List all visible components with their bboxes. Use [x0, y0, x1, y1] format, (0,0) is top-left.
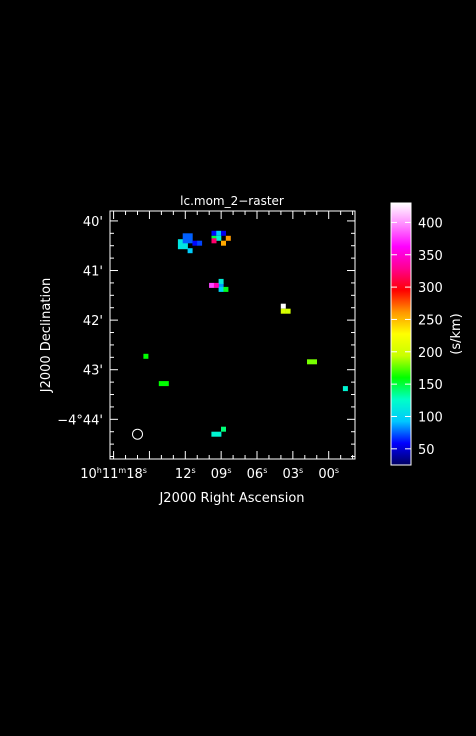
- colorbar-tick-label: 150: [418, 378, 443, 393]
- data-pixel: [177, 239, 188, 250]
- x-tick-label: 00s: [318, 466, 339, 482]
- y-tick-label: 41': [83, 265, 103, 280]
- x-tick-label: 03s: [282, 466, 303, 482]
- data-pixel: [197, 240, 203, 246]
- data-pixel: [218, 282, 224, 288]
- plot-frame: [109, 210, 356, 460]
- y-axis-label: J2000 Declination: [39, 278, 54, 394]
- axis-ticks: 10h11m18s 12s 09s 06s 03s 00s 40' 41' 42' 43' −4°4…: [57, 211, 355, 482]
- beam-marker: [132, 428, 143, 440]
- data-pixel: [182, 233, 193, 244]
- y-tick-label: 43': [83, 364, 103, 379]
- colorbar-tick-label: 50: [418, 443, 435, 458]
- data-pixel: [223, 286, 229, 292]
- data-pixel: [211, 238, 217, 244]
- data-pixel: [221, 240, 226, 246]
- colorbar-label: (s/km): [449, 313, 464, 355]
- colorbar-tick-label: 300: [418, 281, 443, 296]
- data-pixel: [280, 303, 286, 309]
- x-tick-label: 06s: [247, 466, 268, 482]
- colorbar: [390, 202, 412, 466]
- colorbar-tick-label: 100: [418, 410, 443, 425]
- colorbar-tick-label: 350: [418, 249, 443, 264]
- colorbar-tick-label: 400: [418, 216, 443, 231]
- data-pixel: [218, 286, 224, 292]
- colorbar-ticks: 50 100 150 200 250 300 350 400: [391, 216, 443, 458]
- data-pixel: [209, 282, 215, 288]
- data-pixel: [216, 235, 222, 241]
- y-tick-label: −4°44': [57, 413, 103, 428]
- colorbar-tick-label: 250: [418, 313, 443, 328]
- data-pixel: [225, 235, 231, 241]
- data-pixel: [221, 426, 226, 432]
- data-pixel: [221, 230, 226, 236]
- colorbar-tick-label: 200: [418, 346, 443, 361]
- y-tick-label: 40': [83, 215, 103, 230]
- data-pixel: [211, 230, 217, 236]
- data-pixel: [143, 353, 149, 359]
- data-pixel: [342, 386, 348, 392]
- x-tick-label: 09s: [211, 466, 232, 482]
- data-pixel: [158, 381, 169, 387]
- data-pixel: [280, 308, 286, 314]
- chart-title: lc.mom_2−raster: [180, 194, 284, 208]
- data-pixel: [218, 278, 224, 284]
- data-pixel: [211, 431, 222, 437]
- x-tick-label: 10h11m18s: [80, 466, 147, 482]
- data-pixel: [192, 240, 198, 246]
- data-pixel: [213, 282, 219, 288]
- data-pixel: [285, 308, 291, 314]
- data-pixel: [187, 248, 193, 254]
- x-tick-label: 12s: [175, 466, 196, 482]
- data-pixel: [307, 359, 317, 365]
- pixel-layer: [132, 230, 348, 440]
- x-axis-label: J2000 Right Ascension: [158, 491, 304, 506]
- data-pixel: [216, 230, 222, 236]
- y-tick-label: 42': [83, 314, 103, 329]
